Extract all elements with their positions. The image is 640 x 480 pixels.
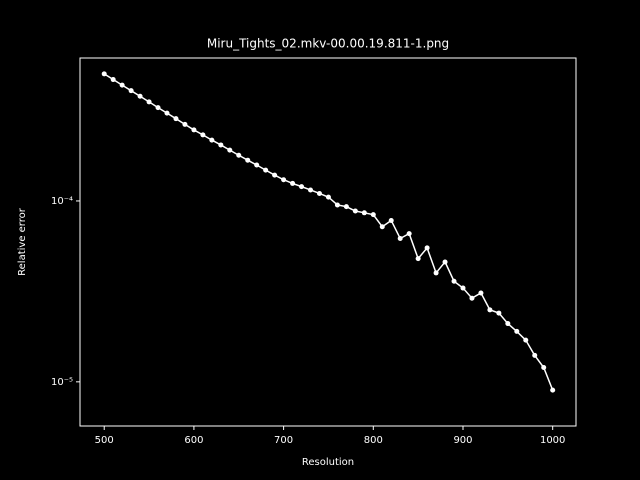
point [451,278,457,284]
point [523,337,529,343]
x-tick-label: 500 [95,435,114,446]
y-axis-label: Relative error [17,207,28,276]
point [343,204,349,210]
point [334,202,340,208]
point [110,77,116,83]
point [164,110,170,116]
x-axis-label: Resolution [302,457,354,468]
point [352,208,358,214]
point [361,210,367,216]
chart-title: Miru_Tights_02.mkv-00.00.19.811-1.png [207,37,449,51]
point [388,217,394,223]
point [209,137,215,143]
point [245,157,251,163]
point [316,190,322,196]
point [236,152,242,158]
point [532,352,538,358]
point [469,295,475,301]
point [119,82,125,88]
x-tick-label: 900 [453,435,472,446]
point [146,99,152,105]
point [487,307,493,313]
point [173,116,179,122]
point [478,290,484,296]
x-tick-label: 800 [364,435,383,446]
point [299,184,305,190]
point [415,256,421,262]
point [442,259,448,265]
point [218,142,224,148]
point [137,93,143,99]
point [325,194,331,200]
point [155,105,161,111]
point [272,172,278,178]
point [182,121,188,127]
x-tick-label: 700 [274,435,293,446]
point [379,224,385,230]
point [424,245,430,251]
point [308,187,314,193]
point [290,180,296,186]
point [370,212,376,218]
point [514,328,520,334]
point [254,162,260,168]
point [227,147,233,153]
point [397,236,403,242]
point [460,285,466,291]
point [128,88,134,94]
x-tick-label: 1000 [540,435,565,446]
point [406,231,412,237]
y-tick-label: 10⁻⁴ [51,196,73,207]
plot-frame [79,57,577,427]
point [433,270,439,276]
point [101,71,107,77]
point [191,127,197,133]
point [496,310,502,316]
y-tick-label: 10⁻⁵ [51,377,73,388]
x-tick-label: 600 [184,435,203,446]
point [281,177,287,183]
point [200,132,206,138]
point [505,321,511,327]
point [541,365,547,371]
point [263,167,269,173]
point [550,387,556,393]
